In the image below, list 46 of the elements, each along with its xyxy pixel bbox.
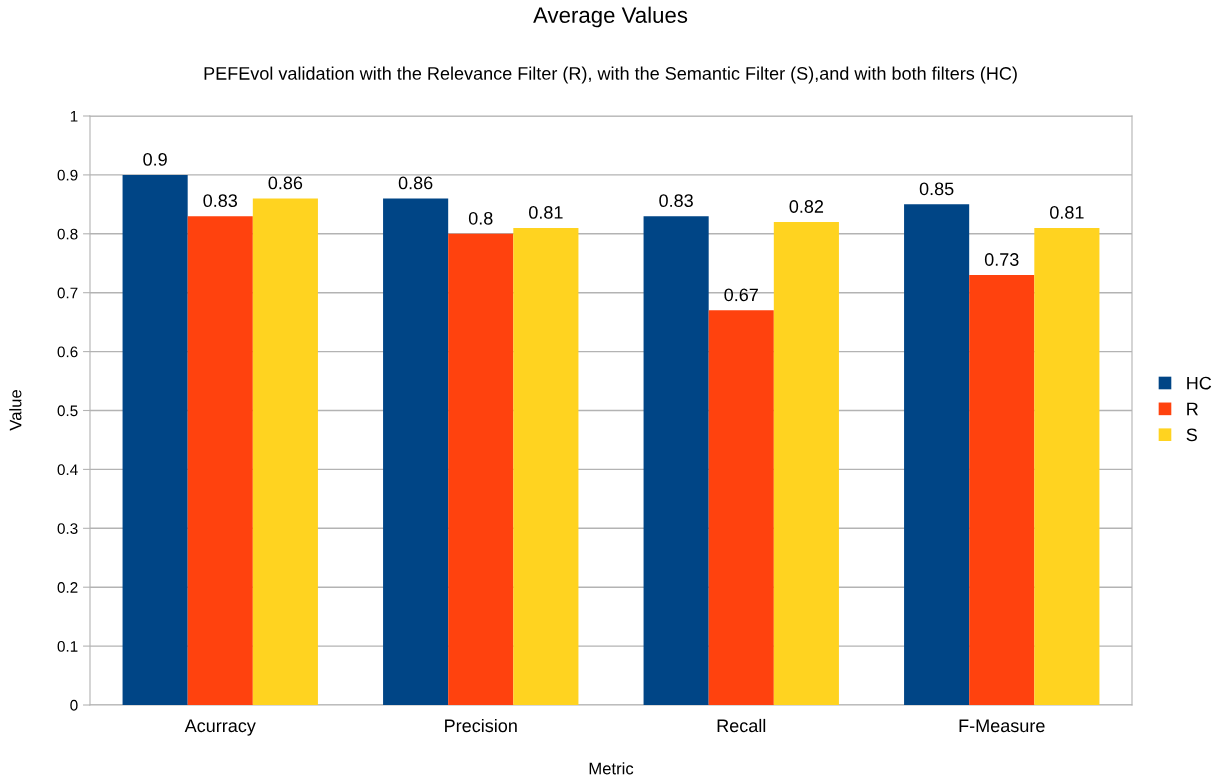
data-label: 0.83 xyxy=(203,194,238,208)
data-label: 0.85 xyxy=(919,182,954,196)
data-label: 0.8 xyxy=(468,211,493,225)
bar xyxy=(383,198,449,705)
y-tick-label: 1 xyxy=(70,111,78,122)
bar xyxy=(904,204,970,705)
x-axis-title: Metric xyxy=(589,762,634,775)
data-label: 0.86 xyxy=(398,176,433,190)
y-tick-label: 0.2 xyxy=(57,582,78,593)
y-tick-label: 0 xyxy=(70,699,78,711)
y-tick-label: 0.1 xyxy=(57,640,78,652)
y-tick-label: 0.6 xyxy=(57,346,78,358)
bar xyxy=(969,275,1035,705)
data-label: 0.81 xyxy=(1050,206,1084,219)
bar xyxy=(187,216,253,705)
bar xyxy=(513,227,579,705)
bar xyxy=(1034,227,1100,705)
data-label: 0.67 xyxy=(724,288,758,302)
chart-subtitle: PEFEvol validation with the Relevance Filter (R), with the Semantic Filter (S),and with both filters (HC) xyxy=(204,66,1017,84)
chart-title: Average Values xyxy=(533,6,688,28)
y-tick-label: 0.3 xyxy=(57,523,78,534)
y-tick-label: 0.7 xyxy=(57,287,78,299)
bar xyxy=(643,216,709,705)
y-tick-label: 0.8 xyxy=(57,228,78,240)
y-tick-label: 0.9 xyxy=(57,169,78,181)
bar xyxy=(708,310,774,705)
x-tick-label: F-Measure xyxy=(959,719,1045,733)
x-tick-label: Recall xyxy=(717,718,766,733)
data-label: 0.86 xyxy=(268,176,303,190)
legend-label: HC xyxy=(1187,376,1212,390)
x-tick-label: Acurracy xyxy=(184,719,256,736)
y-axis-title: Value xyxy=(9,390,22,431)
data-label: 0.73 xyxy=(984,253,1019,266)
data-label: 0.83 xyxy=(659,194,693,208)
data-label: 0.81 xyxy=(529,206,563,219)
data-label: 0.9 xyxy=(143,152,167,166)
bar xyxy=(122,174,188,705)
bar xyxy=(448,233,514,705)
legend-label: S xyxy=(1186,428,1197,442)
x-tick-label: Precision xyxy=(445,718,517,733)
bar xyxy=(773,222,839,705)
legend-label: R xyxy=(1187,402,1198,416)
bar xyxy=(252,198,318,705)
data-label: 0.82 xyxy=(789,200,824,213)
y-tick-label: 0.4 xyxy=(57,464,78,476)
y-tick-label: 0.5 xyxy=(57,405,78,417)
